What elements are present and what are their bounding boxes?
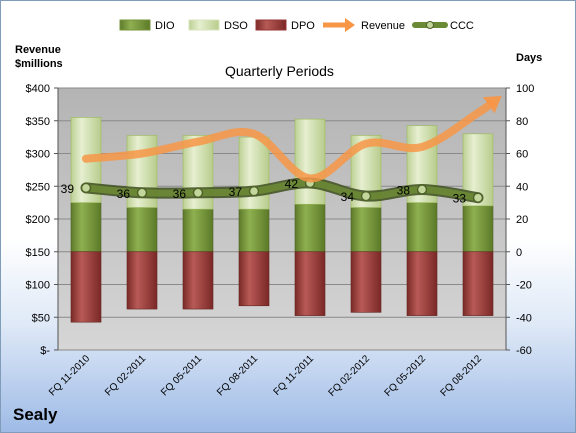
ccc-point <box>360 190 372 202</box>
legend-swatch <box>188 19 220 31</box>
ccc-data-label: 39 <box>61 182 75 196</box>
ccc-data-label: 36 <box>173 187 187 201</box>
dpo-bar <box>126 251 158 310</box>
dpo-bar <box>294 251 326 316</box>
ccc-data-label: 33 <box>453 192 467 206</box>
dpo-bar <box>462 251 494 316</box>
ccc-point <box>472 192 484 203</box>
dpo-bar <box>70 251 102 323</box>
legend-label: Revenue <box>361 20 405 32</box>
dio-bar <box>238 208 270 253</box>
right-axis-title: Days <box>516 52 543 64</box>
legend-marker <box>426 21 434 29</box>
dio-bar <box>294 203 326 253</box>
left-axis-title-line1: Revenue <box>15 44 61 56</box>
right-tick-label: 60 <box>516 149 528 161</box>
category-label: FQ 11-2011 <box>272 353 317 398</box>
legend-label: DSO <box>224 20 248 32</box>
category-label: FQ 11-2010 <box>47 353 92 398</box>
dso-bar <box>238 136 270 210</box>
dso-bar <box>294 118 326 205</box>
category-label: FQ 08-2012 <box>439 353 485 399</box>
dpo-bar <box>182 251 214 310</box>
ccc-point <box>80 182 92 194</box>
legend: DIO DSO DPO Revenue CCC <box>119 18 474 32</box>
ccc-data-label: 34 <box>341 190 355 204</box>
left-tick-label: $300 <box>26 149 50 161</box>
company-name: Sealy <box>13 405 58 424</box>
dpo-bar <box>238 251 270 307</box>
category-label: FQ 05-2012 <box>383 353 429 399</box>
right-tick-label: 20 <box>516 214 528 226</box>
right-tick-label: -60 <box>516 345 532 357</box>
legend-label: DPO <box>291 20 315 32</box>
ccc-point <box>136 187 148 199</box>
left-tick-label: $50 <box>32 312 50 324</box>
revenue-arrowhead <box>482 95 502 114</box>
category-label: FQ 02-2012 <box>327 353 373 399</box>
dio-bar <box>182 208 214 253</box>
right-tick-label: 80 <box>516 116 528 128</box>
left-tick-label: $100 <box>26 280 50 292</box>
ccc-data-label: 38 <box>397 184 411 198</box>
dio-bar <box>406 202 438 253</box>
ccc-point <box>416 184 428 195</box>
category-label: FQ 08-2011 <box>215 353 260 398</box>
right-tick-label: -20 <box>516 280 532 292</box>
dio-bar <box>126 207 158 253</box>
dio-bar <box>350 207 382 253</box>
left-axis-title-line2: $millions <box>15 58 63 70</box>
left-tick-label: $- <box>40 345 50 357</box>
ccc-point <box>192 187 204 199</box>
legend-label: CCC <box>450 20 474 32</box>
left-tick-label: $250 <box>26 181 50 193</box>
dio-bar <box>70 202 102 253</box>
legend-item-ccc: CCC <box>412 20 474 32</box>
legend-item-dio: DIO <box>119 19 175 32</box>
dio-bar <box>462 205 494 253</box>
left-tick-label: $150 <box>26 247 50 259</box>
legend-item-dpo: DPO <box>255 19 315 32</box>
category-label: FQ 02-2011 <box>103 353 148 398</box>
dpo-bar <box>350 251 382 313</box>
dpo-bar <box>406 251 438 316</box>
legend-label: DIO <box>155 20 175 32</box>
legend-arrow <box>345 18 355 32</box>
ccc-data-label: 37 <box>229 185 243 199</box>
legend-item-revenue: Revenue <box>323 18 405 32</box>
ccc-point <box>248 185 260 197</box>
legend-swatch <box>119 19 151 31</box>
right-tick-label: 0 <box>516 247 522 259</box>
right-tick-label: 100 <box>516 83 534 95</box>
ccc-data-label: 42 <box>285 177 299 191</box>
chart-title: Quarterly Periods <box>225 63 334 79</box>
left-tick-label: $350 <box>26 116 50 128</box>
right-tick-label: -40 <box>516 312 532 324</box>
ccc-data-label: 36 <box>117 187 131 201</box>
left-tick-label: $400 <box>26 83 50 95</box>
legend-item-dso: DSO <box>188 19 248 32</box>
right-tick-label: 40 <box>516 181 528 193</box>
category-label: FQ 05-2011 <box>159 353 204 398</box>
left-tick-label: $200 <box>26 214 50 226</box>
lines: 39 36 36 37 42 34 38 33 <box>61 95 502 206</box>
revenue-line <box>82 98 496 183</box>
legend-swatch <box>255 19 287 31</box>
